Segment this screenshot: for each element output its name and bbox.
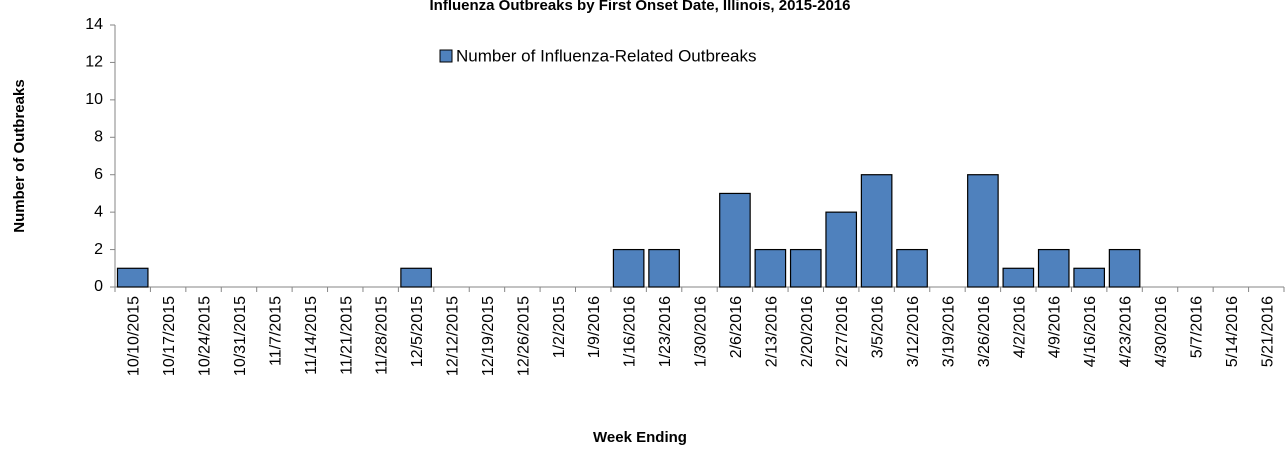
legend-swatch [439, 49, 453, 63]
bar [612, 248, 645, 288]
legend-label: Number of Influenza-Related Outbreaks [456, 46, 757, 65]
x-tick-label: 5/7/2016 [1188, 296, 1205, 358]
x-tick-label: 10/10/2015 [126, 296, 143, 376]
x-tick-label: 10/31/2015 [232, 296, 249, 376]
x-tick-label: 3/26/2016 [976, 296, 993, 367]
x-tick-label: 4/30/2016 [1153, 296, 1170, 367]
x-tick-label: 3/5/2016 [870, 296, 887, 358]
x-tick-label: 12/12/2015 [445, 296, 462, 376]
x-tick-label: 5/14/2016 [1224, 296, 1241, 367]
bar [719, 192, 751, 288]
x-tick-label: 2/13/2016 [763, 296, 780, 367]
x-tick-label: 2/20/2016 [799, 296, 816, 367]
y-tick-label: 10 [85, 91, 103, 108]
x-tick-label: 4/9/2016 [1047, 296, 1064, 358]
bar [967, 174, 999, 288]
y-tick-label: 6 [94, 166, 103, 183]
x-tick-label: 12/26/2015 [515, 296, 532, 376]
x-tick-label: 4/2/2016 [1011, 296, 1028, 358]
bar [648, 248, 680, 288]
x-tick-label: 12/5/2015 [409, 296, 426, 367]
x-tick-label: 3/19/2016 [940, 296, 957, 367]
y-tick-label: 14 [85, 16, 103, 33]
x-tick-label: 2/6/2016 [728, 296, 745, 358]
bar [1037, 248, 1070, 288]
x-tick-label: 1/16/2016 [622, 296, 639, 367]
bar [860, 174, 893, 288]
x-tick-label: 2/27/2016 [834, 296, 851, 367]
y-tick-label: 2 [94, 241, 103, 258]
bar [789, 248, 822, 288]
bar [896, 248, 928, 288]
chart-title: Influenza Outbreaks by First Onset Date,… [430, 0, 851, 14]
x-tick-label: 5/21/2016 [1259, 296, 1276, 367]
bar [754, 248, 787, 288]
x-tick-label: 11/21/2015 [338, 296, 355, 375]
x-tick-label: 11/14/2015 [303, 296, 320, 375]
y-axis-title: Number of Outbreaks [11, 79, 28, 232]
y-tick-label: 0 [94, 278, 103, 295]
x-tick-label: 10/17/2015 [161, 296, 178, 376]
bar [400, 267, 432, 288]
x-tick-label: 4/23/2016 [1118, 296, 1135, 367]
x-tick-label: 10/24/2015 [197, 296, 214, 376]
x-tick-label: 12/19/2015 [480, 296, 497, 376]
y-tick-label: 4 [94, 203, 103, 220]
bar [1002, 267, 1035, 288]
x-tick-label: 3/12/2016 [905, 296, 922, 367]
x-axis-title: Week Ending [593, 429, 687, 446]
x-tick-label: 11/7/2015 [267, 296, 284, 366]
x-tick-label: 4/16/2016 [1082, 296, 1099, 367]
bar [825, 211, 858, 288]
x-tick-label: 11/28/2015 [374, 296, 391, 375]
x-tick-label: 1/23/2016 [657, 296, 674, 367]
bar [1108, 248, 1141, 288]
y-tick-label: 8 [94, 129, 103, 146]
x-tick-label: 1/2/2015 [551, 296, 568, 358]
y-tick-label: 12 [85, 54, 103, 71]
bar [116, 267, 149, 288]
x-tick-label: 1/30/2016 [693, 296, 710, 367]
x-tick-label: 1/9/2016 [586, 296, 603, 358]
bar [1073, 267, 1105, 288]
